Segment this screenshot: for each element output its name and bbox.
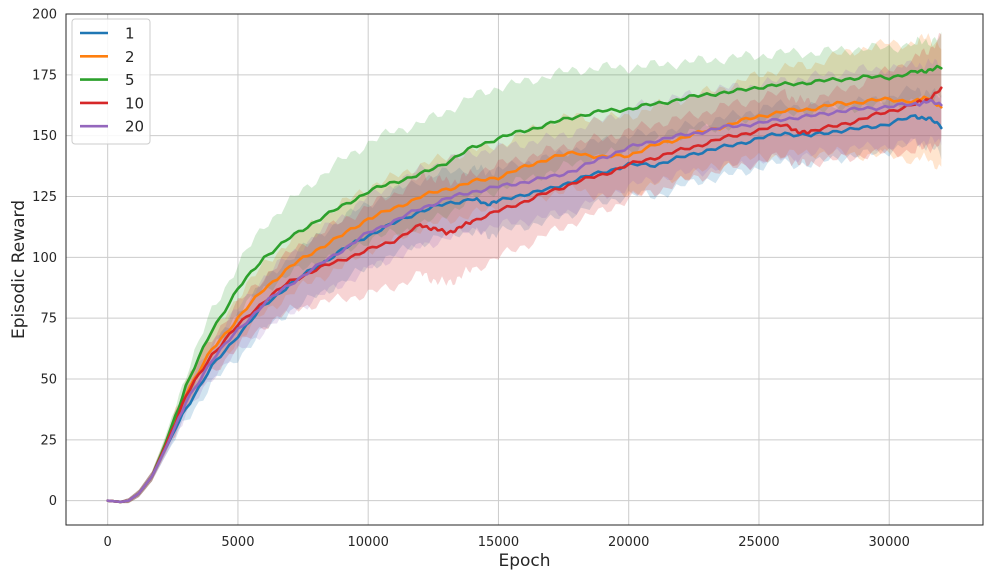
x-tick-label: 5000 [221, 535, 254, 550]
y-tick-label: 25 [40, 433, 57, 448]
x-tick-labels: 0 5000 10000 15000 20000 25000 30000 [104, 535, 910, 550]
x-axis-title: Epoch [498, 551, 550, 571]
y-tick-label: 50 [40, 373, 57, 388]
x-tick-label: 15000 [478, 535, 519, 550]
x-tick-label: 30000 [869, 535, 910, 550]
legend-box [71, 18, 151, 145]
legend-label-2: 2 [125, 48, 135, 66]
x-tick-label: 0 [104, 535, 112, 550]
y-tick-label: 0 [49, 494, 57, 509]
y-axis-title: Episodic Reward [9, 200, 29, 339]
series-line-10 [106, 86, 943, 504]
x-tick-label: 25000 [738, 535, 779, 550]
plot-frame [65, 13, 984, 526]
series-line-5 [106, 64, 943, 504]
x-tick-label: 20000 [608, 535, 649, 550]
y-tick-label: 75 [40, 312, 57, 327]
series-line-1 [106, 114, 943, 504]
x-tick-label: 10000 [348, 535, 389, 550]
legend-label-10: 10 [125, 94, 144, 112]
series-line-20 [106, 98, 943, 504]
series-lines [106, 64, 943, 504]
legend-label-5: 5 [125, 71, 135, 89]
y-tick-labels: 0 25 50 75 100 125 150 175 200 [32, 8, 57, 510]
legend-label-20: 20 [125, 118, 144, 136]
legend: 1 2 5 10 20 [71, 18, 151, 145]
legend-label-1: 1 [125, 25, 135, 43]
series-band-2 [107, 33, 942, 504]
y-tick-label: 100 [32, 251, 57, 266]
y-tick-label: 200 [32, 8, 57, 23]
y-tick-label: 125 [32, 190, 57, 205]
y-tick-label: 150 [32, 129, 57, 144]
y-tick-label: 175 [32, 68, 57, 83]
series-band-10 [107, 32, 942, 504]
grid-lines [66, 13, 983, 525]
